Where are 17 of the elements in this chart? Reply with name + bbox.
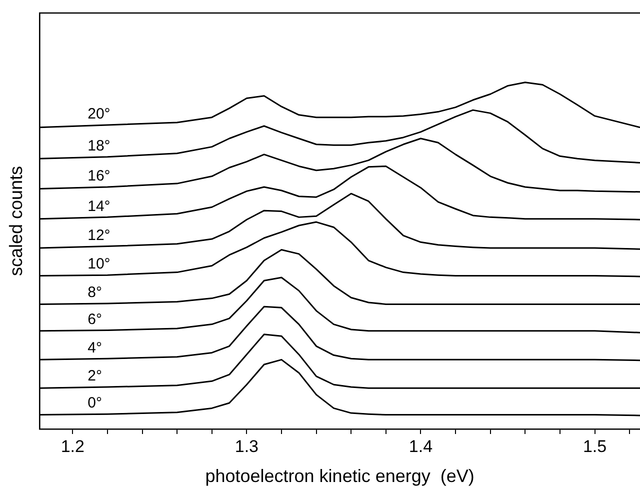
series-label: 8° — [88, 284, 102, 302]
x-tick-label: 1.3 — [234, 436, 259, 456]
series-label: 16° — [88, 168, 110, 185]
series-label: 6° — [88, 310, 102, 328]
x-tick-label: 1.4 — [408, 436, 433, 456]
series-label: 20° — [88, 106, 110, 123]
y-axis-title: scaled counts — [6, 166, 26, 276]
series-label: 14° — [88, 198, 110, 215]
x-tick-label: 1.5 — [582, 436, 607, 456]
x-axis-title: photoelectron kinetic energy (eV) — [205, 466, 474, 486]
series-label: 0° — [88, 394, 102, 412]
series-label: 10° — [88, 256, 110, 273]
series-label: 2° — [88, 368, 102, 385]
series-label: 12° — [88, 226, 110, 244]
x-tick-label: 1.2 — [60, 436, 84, 456]
series-label: 18° — [88, 138, 110, 155]
series-label: 4° — [88, 339, 102, 356]
